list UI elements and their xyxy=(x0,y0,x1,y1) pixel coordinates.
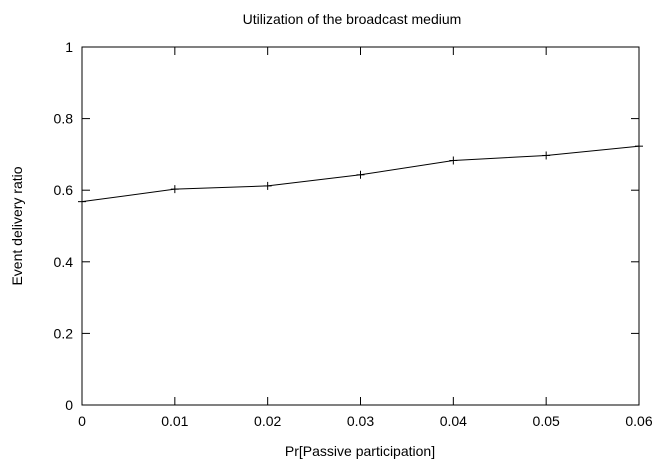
data-point-marker xyxy=(449,156,458,165)
x-tick-label: 0.02 xyxy=(254,413,281,429)
y-tick-label: 0.4 xyxy=(54,254,74,270)
y-axis-label: Event delivery ratio xyxy=(9,166,25,285)
data-point-marker xyxy=(542,151,551,160)
x-axis-label: Pr[Passive participation] xyxy=(285,443,435,459)
chart-title: Utilization of the broadcast medium xyxy=(243,11,462,27)
x-tick-label: 0.03 xyxy=(347,413,374,429)
x-tick-label: 0.05 xyxy=(533,413,560,429)
data-point-marker xyxy=(78,197,86,206)
y-tick-label: 0.8 xyxy=(54,111,74,127)
x-tick-label: 0.06 xyxy=(625,413,652,429)
y-tick-label: 0.6 xyxy=(54,182,74,198)
data-point-marker xyxy=(356,170,365,179)
x-axis-ticks: 0 0.01 0.02 0.03 0.04 0.05 0.06 xyxy=(78,47,653,429)
plot-frame xyxy=(81,46,640,406)
data-point-marker xyxy=(170,185,179,194)
x-tick-label: 0 xyxy=(78,413,86,429)
y-tick-label: 0 xyxy=(65,397,73,413)
data-point-marker xyxy=(635,142,643,151)
x-tick-label: 0.04 xyxy=(440,413,467,429)
x-tick-label: 0.01 xyxy=(161,413,188,429)
y-tick-label: 0.2 xyxy=(54,325,74,341)
data-point-marker xyxy=(263,181,272,190)
y-tick-label: 1 xyxy=(65,39,73,55)
series-layer xyxy=(78,142,643,206)
y-axis-ticks: 0 0.2 0.4 0.6 0.8 1 xyxy=(54,39,639,413)
